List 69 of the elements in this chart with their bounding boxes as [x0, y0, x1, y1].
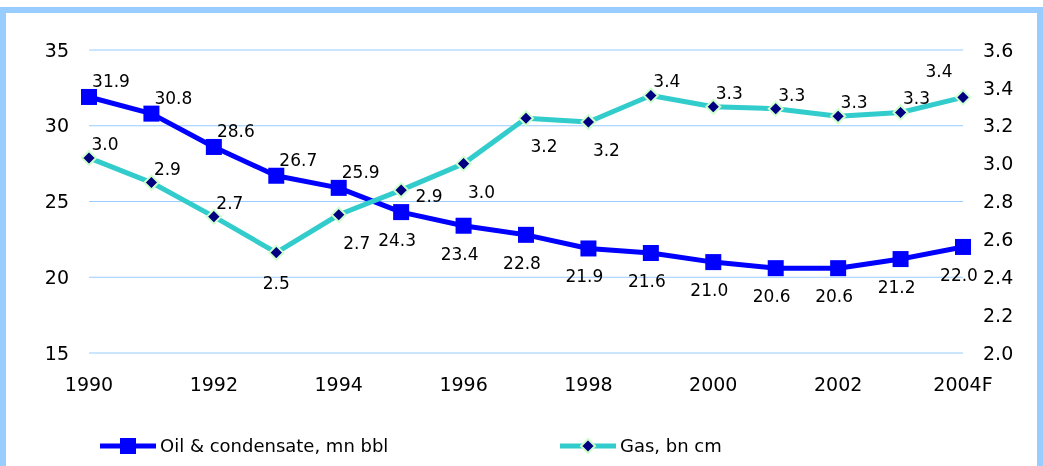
point [455, 217, 472, 234]
y-tick-label: 15 [44, 341, 69, 364]
y2-tick-label: 2.0 [983, 341, 1014, 364]
data-label: 21.6 [627, 270, 666, 291]
x-tick-label: 1990 [64, 373, 114, 395]
data-label: 3.3 [903, 88, 931, 109]
y2-tick-label: 2.4 [983, 265, 1014, 288]
data-label: 22.8 [503, 252, 541, 273]
data-label: 22.0 [940, 264, 978, 285]
data-label: 21.2 [877, 277, 916, 298]
point [143, 105, 160, 122]
legend-label: Oil & condensate, mn bbl [160, 435, 389, 457]
x-tick-label: 2004F [933, 373, 993, 395]
point [81, 88, 97, 105]
point [518, 226, 534, 243]
x-tick-label: 1998 [564, 373, 613, 395]
x-tick-label: 2002 [813, 373, 863, 395]
data-label: 3.4 [925, 61, 953, 82]
point [205, 138, 222, 155]
point [268, 167, 285, 184]
x-tick-label: 1992 [189, 373, 239, 395]
data-label: 3.0 [468, 181, 496, 202]
y2-tick-label: 3.0 [983, 152, 1014, 175]
y-tick-label: 25 [44, 190, 69, 213]
data-label: 3.2 [592, 139, 620, 160]
point [955, 238, 971, 255]
y2-tick-label: 2.2 [983, 303, 1014, 326]
y2-tick-label: 3.2 [983, 114, 1014, 137]
data-label: 3.2 [530, 136, 558, 157]
data-label: 2.7 [216, 192, 244, 213]
y2-tick-label: 2.6 [983, 228, 1014, 251]
point [580, 240, 597, 257]
data-label: 2.7 [343, 232, 371, 253]
data-label: 20.6 [815, 286, 854, 307]
data-label: 20.6 [752, 286, 791, 307]
data-label: 3.3 [840, 92, 868, 113]
data-label: 28.6 [216, 120, 255, 141]
point [767, 260, 784, 277]
point [892, 251, 909, 268]
data-label: 2.9 [153, 158, 181, 179]
data-label: 3.3 [778, 84, 806, 105]
data-label: 21.9 [565, 266, 604, 287]
data-label: 31.9 [92, 70, 130, 91]
x-tick-label: 1996 [439, 373, 488, 395]
x-tick-label: 1994 [314, 373, 363, 395]
data-label: 3.0 [91, 133, 119, 154]
y2-tick-label: 3.4 [983, 76, 1014, 99]
point [393, 204, 410, 221]
data-label: 3.3 [715, 82, 743, 103]
y-tick-label: 20 [44, 265, 69, 288]
y2-tick-label: 3.6 [983, 38, 1014, 61]
y2-tick-label: 2.8 [983, 190, 1014, 213]
point [705, 254, 722, 271]
data-label: 21.0 [690, 280, 729, 301]
data-label: 30.8 [154, 87, 193, 108]
point [642, 245, 659, 262]
y-tick-label: 30 [44, 114, 69, 137]
x-tick-label: 2000 [689, 373, 738, 395]
point [830, 260, 847, 277]
point [330, 179, 347, 196]
legend-label: Gas, bn cm [620, 435, 722, 457]
data-label: 2.5 [262, 272, 290, 293]
data-label: 26.7 [279, 149, 318, 170]
data-label: 25.9 [341, 161, 380, 182]
data-label: 2.9 [415, 186, 443, 207]
data-label: 24.3 [378, 230, 417, 251]
data-label: 23.4 [440, 243, 479, 264]
data-label: 3.4 [653, 71, 681, 92]
y-tick-label: 35 [44, 38, 69, 61]
